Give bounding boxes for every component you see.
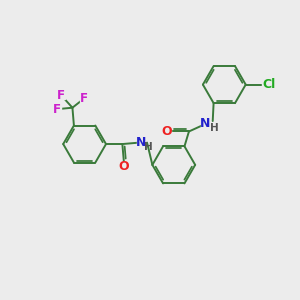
Text: O: O xyxy=(118,160,129,173)
Text: Cl: Cl xyxy=(262,78,275,91)
Bar xyxy=(53,106,61,113)
Bar xyxy=(201,120,209,127)
Text: N: N xyxy=(200,117,211,130)
Text: O: O xyxy=(161,125,172,138)
Text: F: F xyxy=(57,89,65,102)
Text: H: H xyxy=(144,142,153,152)
Bar xyxy=(57,92,65,99)
Bar xyxy=(137,139,145,146)
Bar xyxy=(262,81,275,88)
Bar xyxy=(162,128,170,135)
Text: H: H xyxy=(210,123,219,133)
Bar xyxy=(80,95,88,103)
Bar xyxy=(120,163,128,170)
Text: N: N xyxy=(136,136,146,149)
Text: F: F xyxy=(53,103,61,116)
Text: F: F xyxy=(80,92,88,105)
